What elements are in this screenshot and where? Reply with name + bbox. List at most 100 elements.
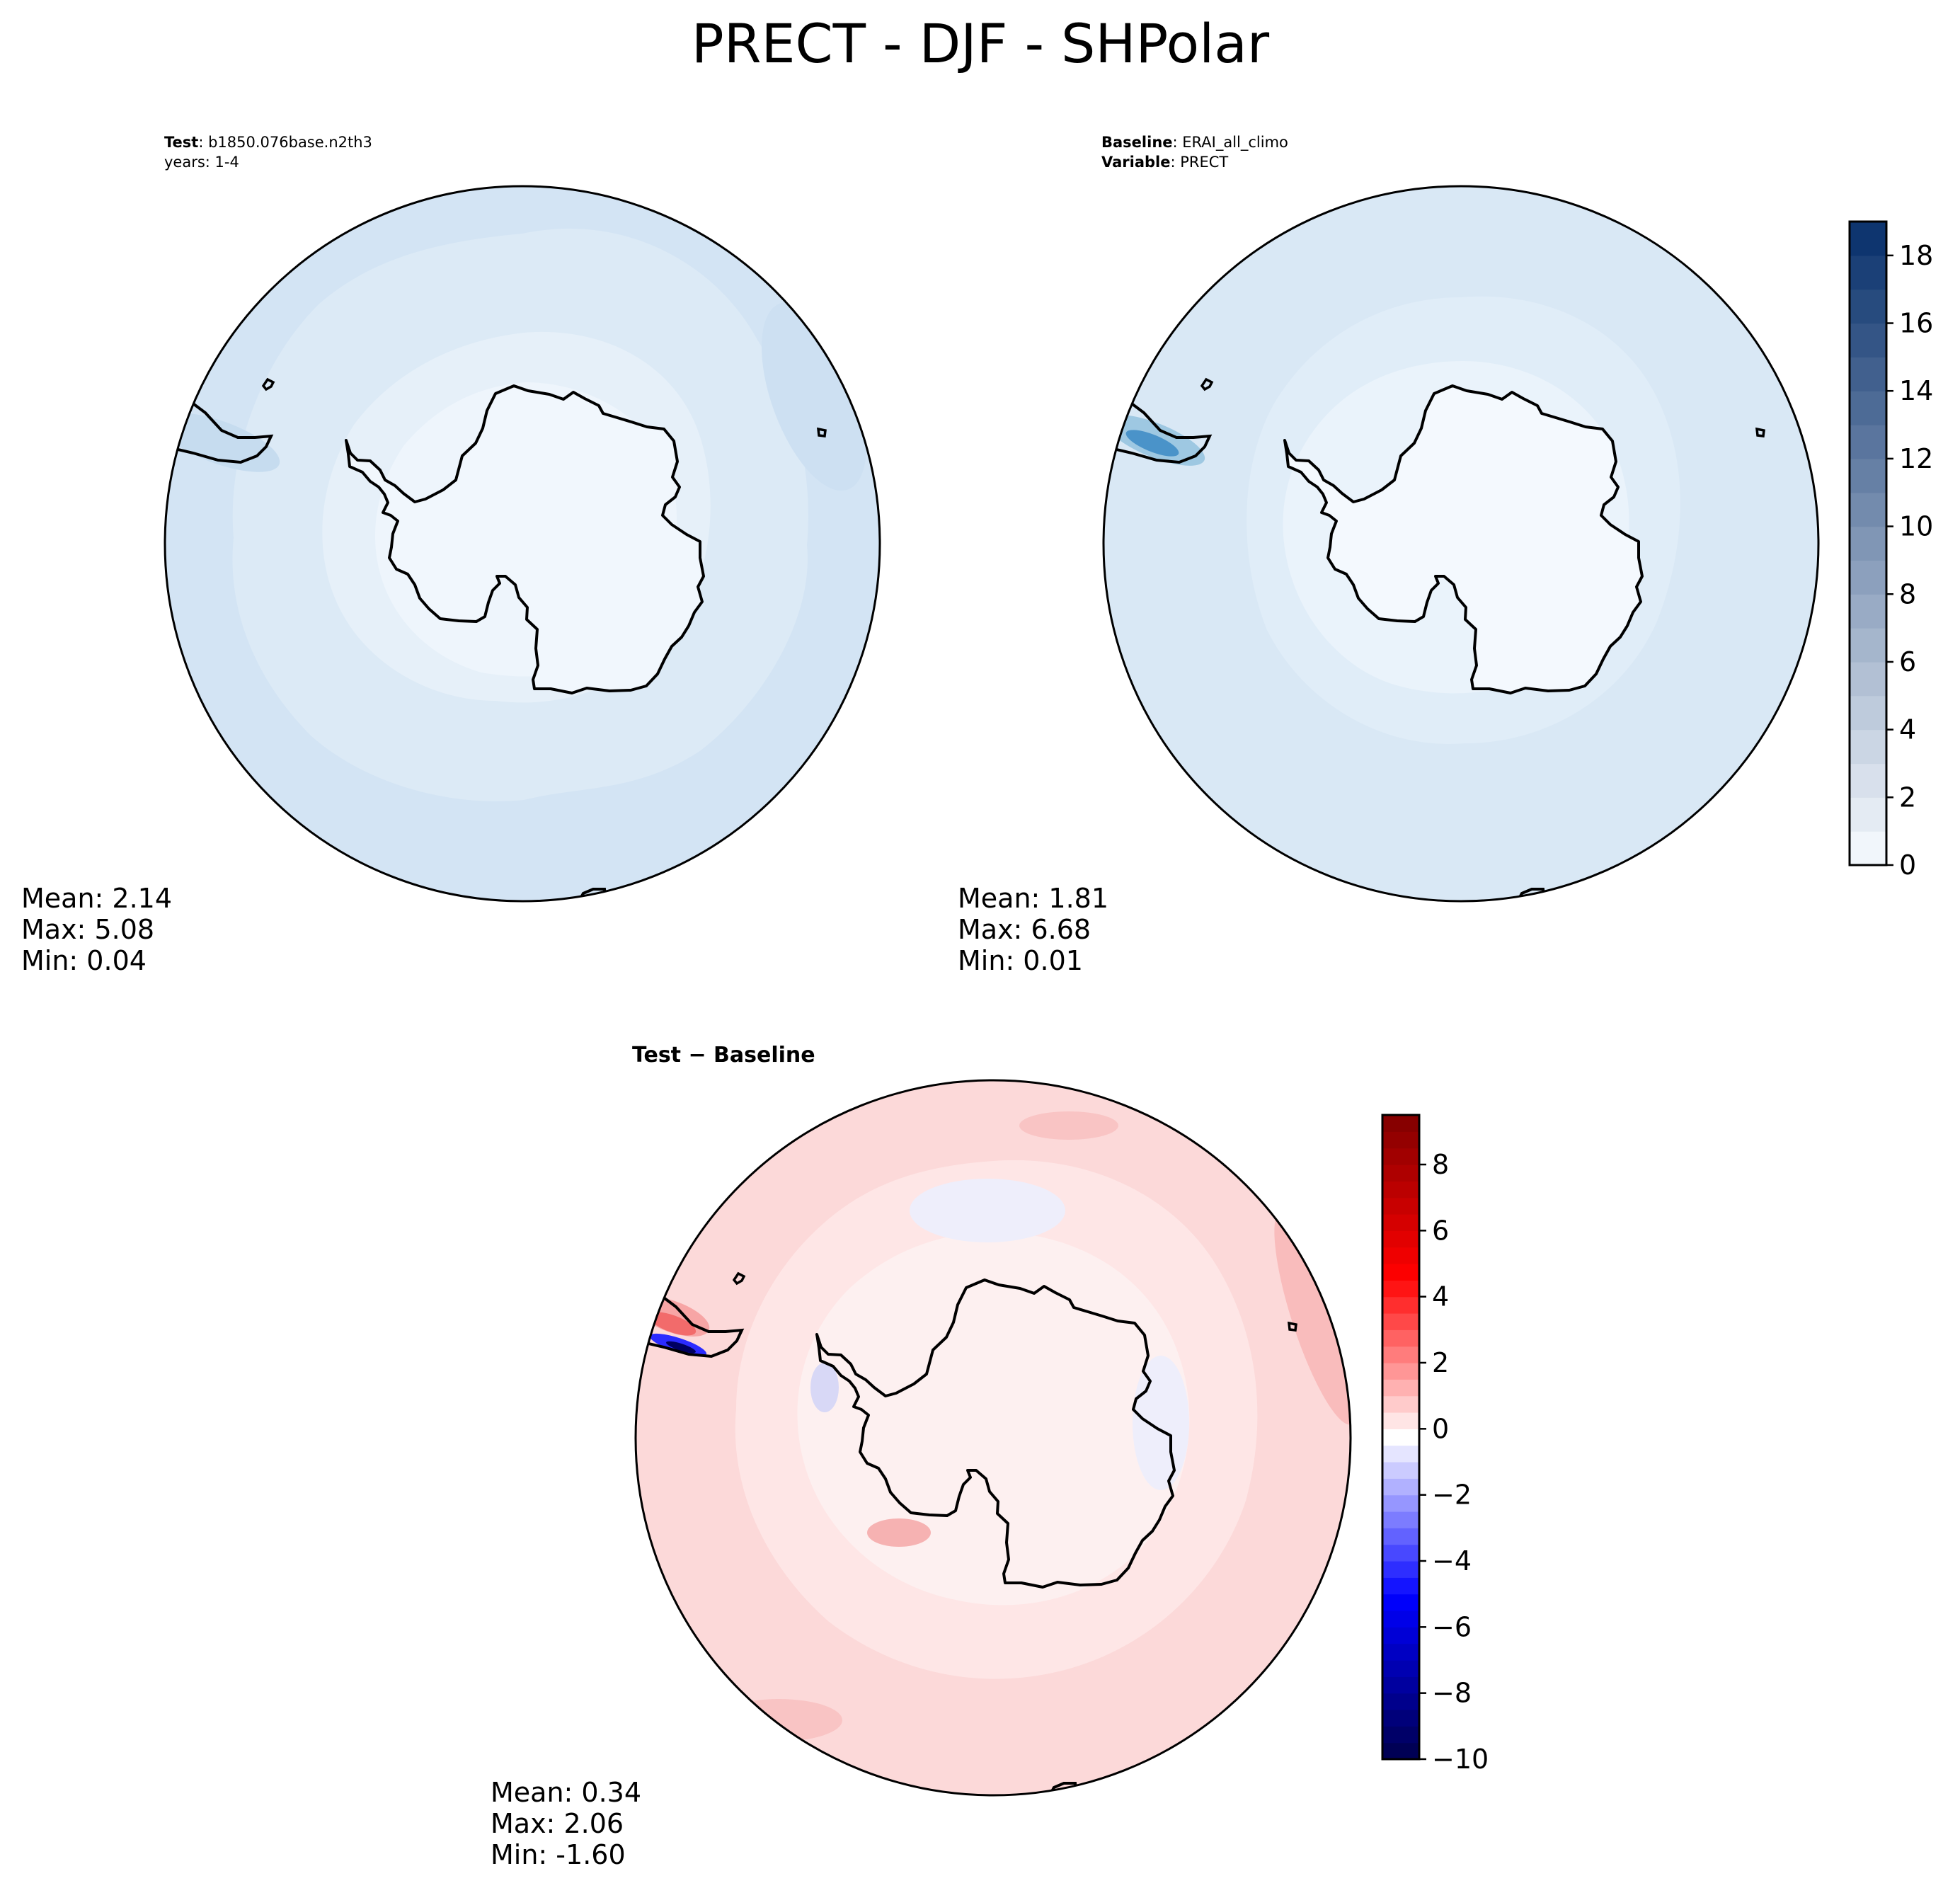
colorbar-seismic-bin: [1382, 1676, 1419, 1694]
colorbar-seismic-bin: [1382, 1577, 1419, 1595]
panel-diff-map: [636, 1080, 1351, 1795]
colorbar-blues-bin: [1850, 695, 1886, 731]
colorbar-blues-bin: [1850, 594, 1886, 629]
colorbar-seismic-bin: [1382, 1363, 1419, 1380]
colorbar-seismic-bin: [1382, 1280, 1419, 1298]
panel-baseline-map: [1104, 186, 1818, 901]
colorbar-seismic-bin: [1382, 1610, 1419, 1627]
colorbar-blues-bin: [1850, 492, 1886, 527]
colorbar-blues-tick-label: 10: [1899, 511, 1933, 542]
panel-diff-stat-mean: Mean: 0.34: [491, 1777, 641, 1808]
colorbar-seismic-bin: [1382, 1296, 1419, 1314]
colorbar-seismic-bin: [1382, 1329, 1419, 1347]
colorbar-seismic-bin: [1382, 1181, 1419, 1198]
colorbar-seismic-bin: [1382, 1131, 1419, 1149]
colorbar-blues-bin: [1850, 357, 1886, 391]
colorbar-seismic-bin: [1382, 1148, 1419, 1165]
colorbar-seismic-tick-label: 4: [1432, 1281, 1449, 1312]
colorbar-seismic-bin: [1382, 1230, 1419, 1248]
colorbar-seismic-tick-label: 0: [1432, 1413, 1449, 1444]
panel-baseline-stat-min: Min: 0.01: [958, 945, 1083, 976]
colorbar-blues-bin: [1850, 729, 1886, 765]
panel-baseline-stat-mean: Mean: 1.81: [958, 883, 1108, 914]
colorbar-seismic-bin: [1382, 1429, 1419, 1446]
colorbar-blues-bin: [1850, 289, 1886, 324]
colorbar-seismic-bin: [1382, 1742, 1419, 1760]
panel-diff-header: Test − Baseline: [632, 1043, 815, 1068]
colorbar-blues-bin: [1850, 831, 1886, 866]
colorbar-seismic-bin: [1382, 1511, 1419, 1528]
panel-baseline-header-1: Baseline: ERAI_all_climo: [1101, 134, 1288, 151]
colorbar-seismic-tick-label: −2: [1432, 1480, 1472, 1511]
panel-baseline-header-2: Variable: PRECT: [1101, 154, 1228, 171]
colorbar-blues-tick-label: 4: [1899, 714, 1916, 745]
colorbar-blues-tick-label: 12: [1899, 443, 1933, 474]
colorbar-seismic-tick-label: 6: [1432, 1215, 1449, 1246]
colorbar-blues: 0 2 4 6 8 10 12 14 16 18: [1848, 220, 1933, 881]
colorbar-seismic-tick-label: 8: [1432, 1149, 1449, 1180]
colorbar-blues-bin: [1850, 628, 1886, 663]
colorbar-seismic-bin: [1382, 1660, 1419, 1677]
colorbar-seismic-bin: [1382, 1313, 1419, 1330]
colorbar-seismic-bin: [1382, 1627, 1419, 1644]
colorbar-blues-tick-label: 6: [1899, 646, 1916, 677]
panel-test-stat-mean: Mean: 2.14: [21, 883, 172, 914]
colorbar-seismic-bin: [1382, 1693, 1419, 1710]
colorbar-seismic-bin: [1382, 1462, 1419, 1479]
panel-test-stat-min: Min: 0.04: [21, 945, 147, 976]
colorbar-seismic-bin: [1382, 1115, 1419, 1132]
colorbar-seismic-tick-label: 2: [1432, 1347, 1449, 1378]
colorbar-blues-bin: [1850, 222, 1886, 256]
colorbar-blues-tick-label: 18: [1899, 240, 1933, 271]
colorbar-seismic-tick-label: −6: [1432, 1611, 1472, 1642]
panel-diff: Test − Baseline Mean: 0.34 Max: 2.0: [491, 1043, 1352, 1870]
colorbar-seismic-bin: [1382, 1445, 1419, 1463]
colorbar-blues-bin: [1850, 391, 1886, 425]
panel-baseline-stat-max: Max: 6.68: [958, 914, 1091, 945]
panel-test-stat-max: Max: 5.08: [21, 914, 154, 945]
colorbar-blues-bin: [1850, 425, 1886, 459]
colorbar-blues-bin: [1850, 763, 1886, 798]
colorbar-seismic-bin: [1382, 1561, 1419, 1578]
colorbar-seismic-bin: [1382, 1379, 1419, 1397]
colorbar-seismic-bin: [1382, 1478, 1419, 1496]
colorbar-seismic-bin: [1382, 1346, 1419, 1363]
colorbar-blues-bin: [1850, 526, 1886, 561]
colorbar-seismic: −10 −8 −6 −4 −2 0 2 4 6 8: [1381, 1114, 1489, 1775]
colorbar-seismic-bin: [1382, 1594, 1419, 1611]
colorbar-blues-bin: [1850, 255, 1886, 290]
colorbar-seismic-bin: [1382, 1412, 1419, 1429]
colorbar-blues-bin: [1850, 560, 1886, 595]
colorbar-seismic-tick-label: −4: [1432, 1545, 1472, 1577]
colorbar-seismic-bin: [1382, 1544, 1419, 1562]
colorbar-seismic-bin: [1382, 1494, 1419, 1512]
panel-test-header-1: Test: b1850.076base.n2th3: [164, 134, 372, 151]
colorbar-blues-frame: [1848, 220, 1888, 866]
panel-diff-stat-min: Min: -1.60: [491, 1839, 626, 1870]
panel-baseline: Baseline: ERAI_all_climo Variable: PRECT…: [958, 134, 1820, 976]
colorbar-seismic-bin: [1382, 1710, 1419, 1727]
colorbar-blues-tick-label: 14: [1899, 375, 1933, 406]
panel-test: Test: b1850.076base.n2th3 years: 1-4 Mea…: [21, 134, 881, 976]
colorbar-seismic-bin: [1382, 1528, 1419, 1545]
colorbar-seismic-tick-label: −10: [1432, 1744, 1489, 1775]
colorbar-seismic-bin: [1382, 1643, 1419, 1661]
colorbar-seismic-tick-label: −8: [1432, 1678, 1472, 1709]
colorbar-blues-bin: [1850, 458, 1886, 493]
colorbar-seismic-bin: [1382, 1197, 1419, 1215]
colorbar-seismic-bin: [1382, 1165, 1419, 1182]
colorbar-seismic-frame: [1381, 1114, 1421, 1761]
colorbar-seismic-bin: [1382, 1395, 1419, 1413]
panel-test-map: [165, 186, 880, 901]
colorbar-blues-tick-label: 0: [1899, 849, 1916, 881]
colorbar-blues-tick-label: 8: [1899, 578, 1916, 610]
colorbar-seismic-bin: [1382, 1247, 1419, 1264]
colorbar-seismic-bin: [1382, 1726, 1419, 1744]
colorbar-seismic-bin: [1382, 1214, 1419, 1231]
colorbar-blues-bin: [1850, 323, 1886, 357]
colorbar-blues-tick-label: 2: [1899, 782, 1916, 813]
panel-diff-stat-max: Max: 2.06: [491, 1808, 624, 1839]
colorbar-blues-tick-label: 16: [1899, 308, 1933, 339]
colorbar-seismic-bin: [1382, 1264, 1419, 1281]
